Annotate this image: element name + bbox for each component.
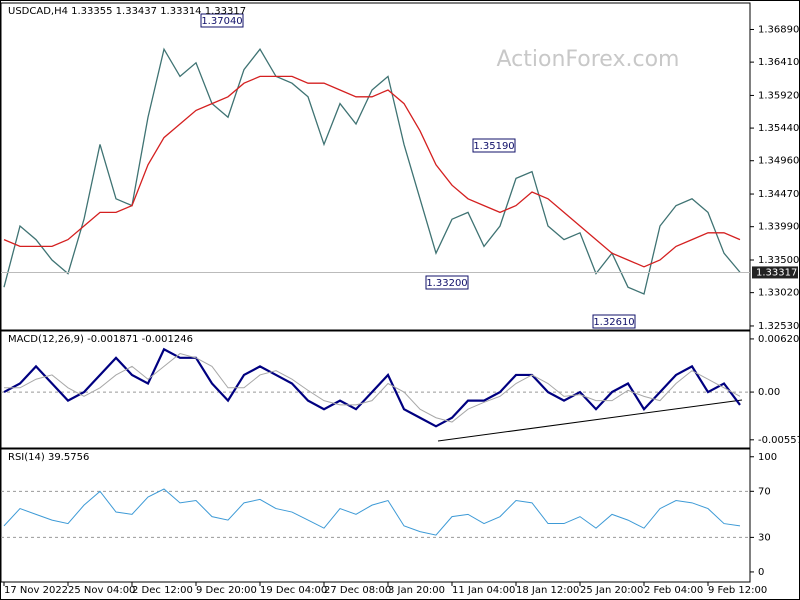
y-tick-label: 70: [758, 486, 771, 497]
y-tick-label: -0.005577: [758, 435, 800, 446]
x-tick-label: 9 Dec 20:00: [196, 585, 257, 596]
y-tick-label: 1.36410: [758, 57, 799, 68]
panel-title: RSI(14) 39.5756: [8, 452, 89, 463]
y-tick-label: 1.34470: [758, 189, 799, 200]
y-tick-label: 1.35440: [758, 123, 799, 134]
x-tick-label: 25 Jan 20:00: [580, 585, 643, 596]
panel-title: USDCAD,H4 1.33355 1.33437 1.33314 1.3331…: [8, 6, 246, 17]
x-tick-label: 3 Jan 20:00: [388, 585, 445, 596]
panel: [0, 448, 751, 583]
y-tick-label: 1.34960: [758, 156, 799, 167]
y-tick-label: 1.32530: [758, 321, 799, 332]
annotation-box: [200, 13, 244, 28]
annotation: 1.32610: [593, 317, 634, 328]
y-tick-label: 0.006208: [758, 334, 800, 345]
panel: [0, 2, 751, 331]
series-line: [3, 47, 741, 295]
y-tick-label: 1.33500: [758, 255, 799, 266]
annotation-box: [592, 314, 636, 329]
series-line: [3, 488, 741, 536]
x-tick-label: 2 Dec 12:00: [132, 585, 193, 596]
y-tick-label: 1.35920: [758, 90, 799, 101]
panel-title: MACD(12,26,9) -0.001871 -0.001246: [8, 334, 193, 345]
annotation-box: [472, 138, 516, 153]
annotation-box: [425, 275, 469, 290]
annotation: 1.33200: [426, 278, 467, 289]
y-tick-label: 100: [758, 452, 777, 463]
x-tick-label: 25 Nov 04:00: [68, 585, 135, 596]
x-tick-label: 2 Feb 04:00: [644, 585, 703, 596]
x-tick-label: 11 Jan 04:00: [452, 585, 515, 596]
last-price-label: 1.33317: [756, 267, 797, 278]
y-tick-label: 1.33020: [758, 288, 799, 299]
y-tick-label: 30: [758, 532, 771, 543]
trend-line: [437, 399, 743, 442]
y-tick-label: 0: [758, 567, 764, 578]
x-tick-label: 18 Jan 12:00: [516, 585, 579, 596]
watermark: ActionForex.com: [497, 47, 680, 72]
x-tick-label: 17 Nov 2022: [4, 585, 68, 596]
annotation: 1.35190: [473, 141, 514, 152]
x-tick-label: 9 Feb 12:00: [708, 585, 767, 596]
x-tick-label: 27 Dec 08:00: [324, 585, 391, 596]
series-line: [3, 75, 741, 268]
annotations: 1.37040 1.35190 1.33200 1.32610: [200, 13, 636, 329]
series-line: [4, 353, 741, 423]
x-tick-label: 19 Dec 04:00: [260, 585, 327, 596]
y-tick-label: 0.00: [758, 387, 780, 398]
panel: [0, 330, 751, 449]
last-price-box: [752, 266, 798, 279]
y-tick-label: 1.36890: [758, 24, 799, 35]
annotation: 1.37040: [201, 16, 242, 27]
y-tick-label: 1.33990: [758, 222, 799, 233]
